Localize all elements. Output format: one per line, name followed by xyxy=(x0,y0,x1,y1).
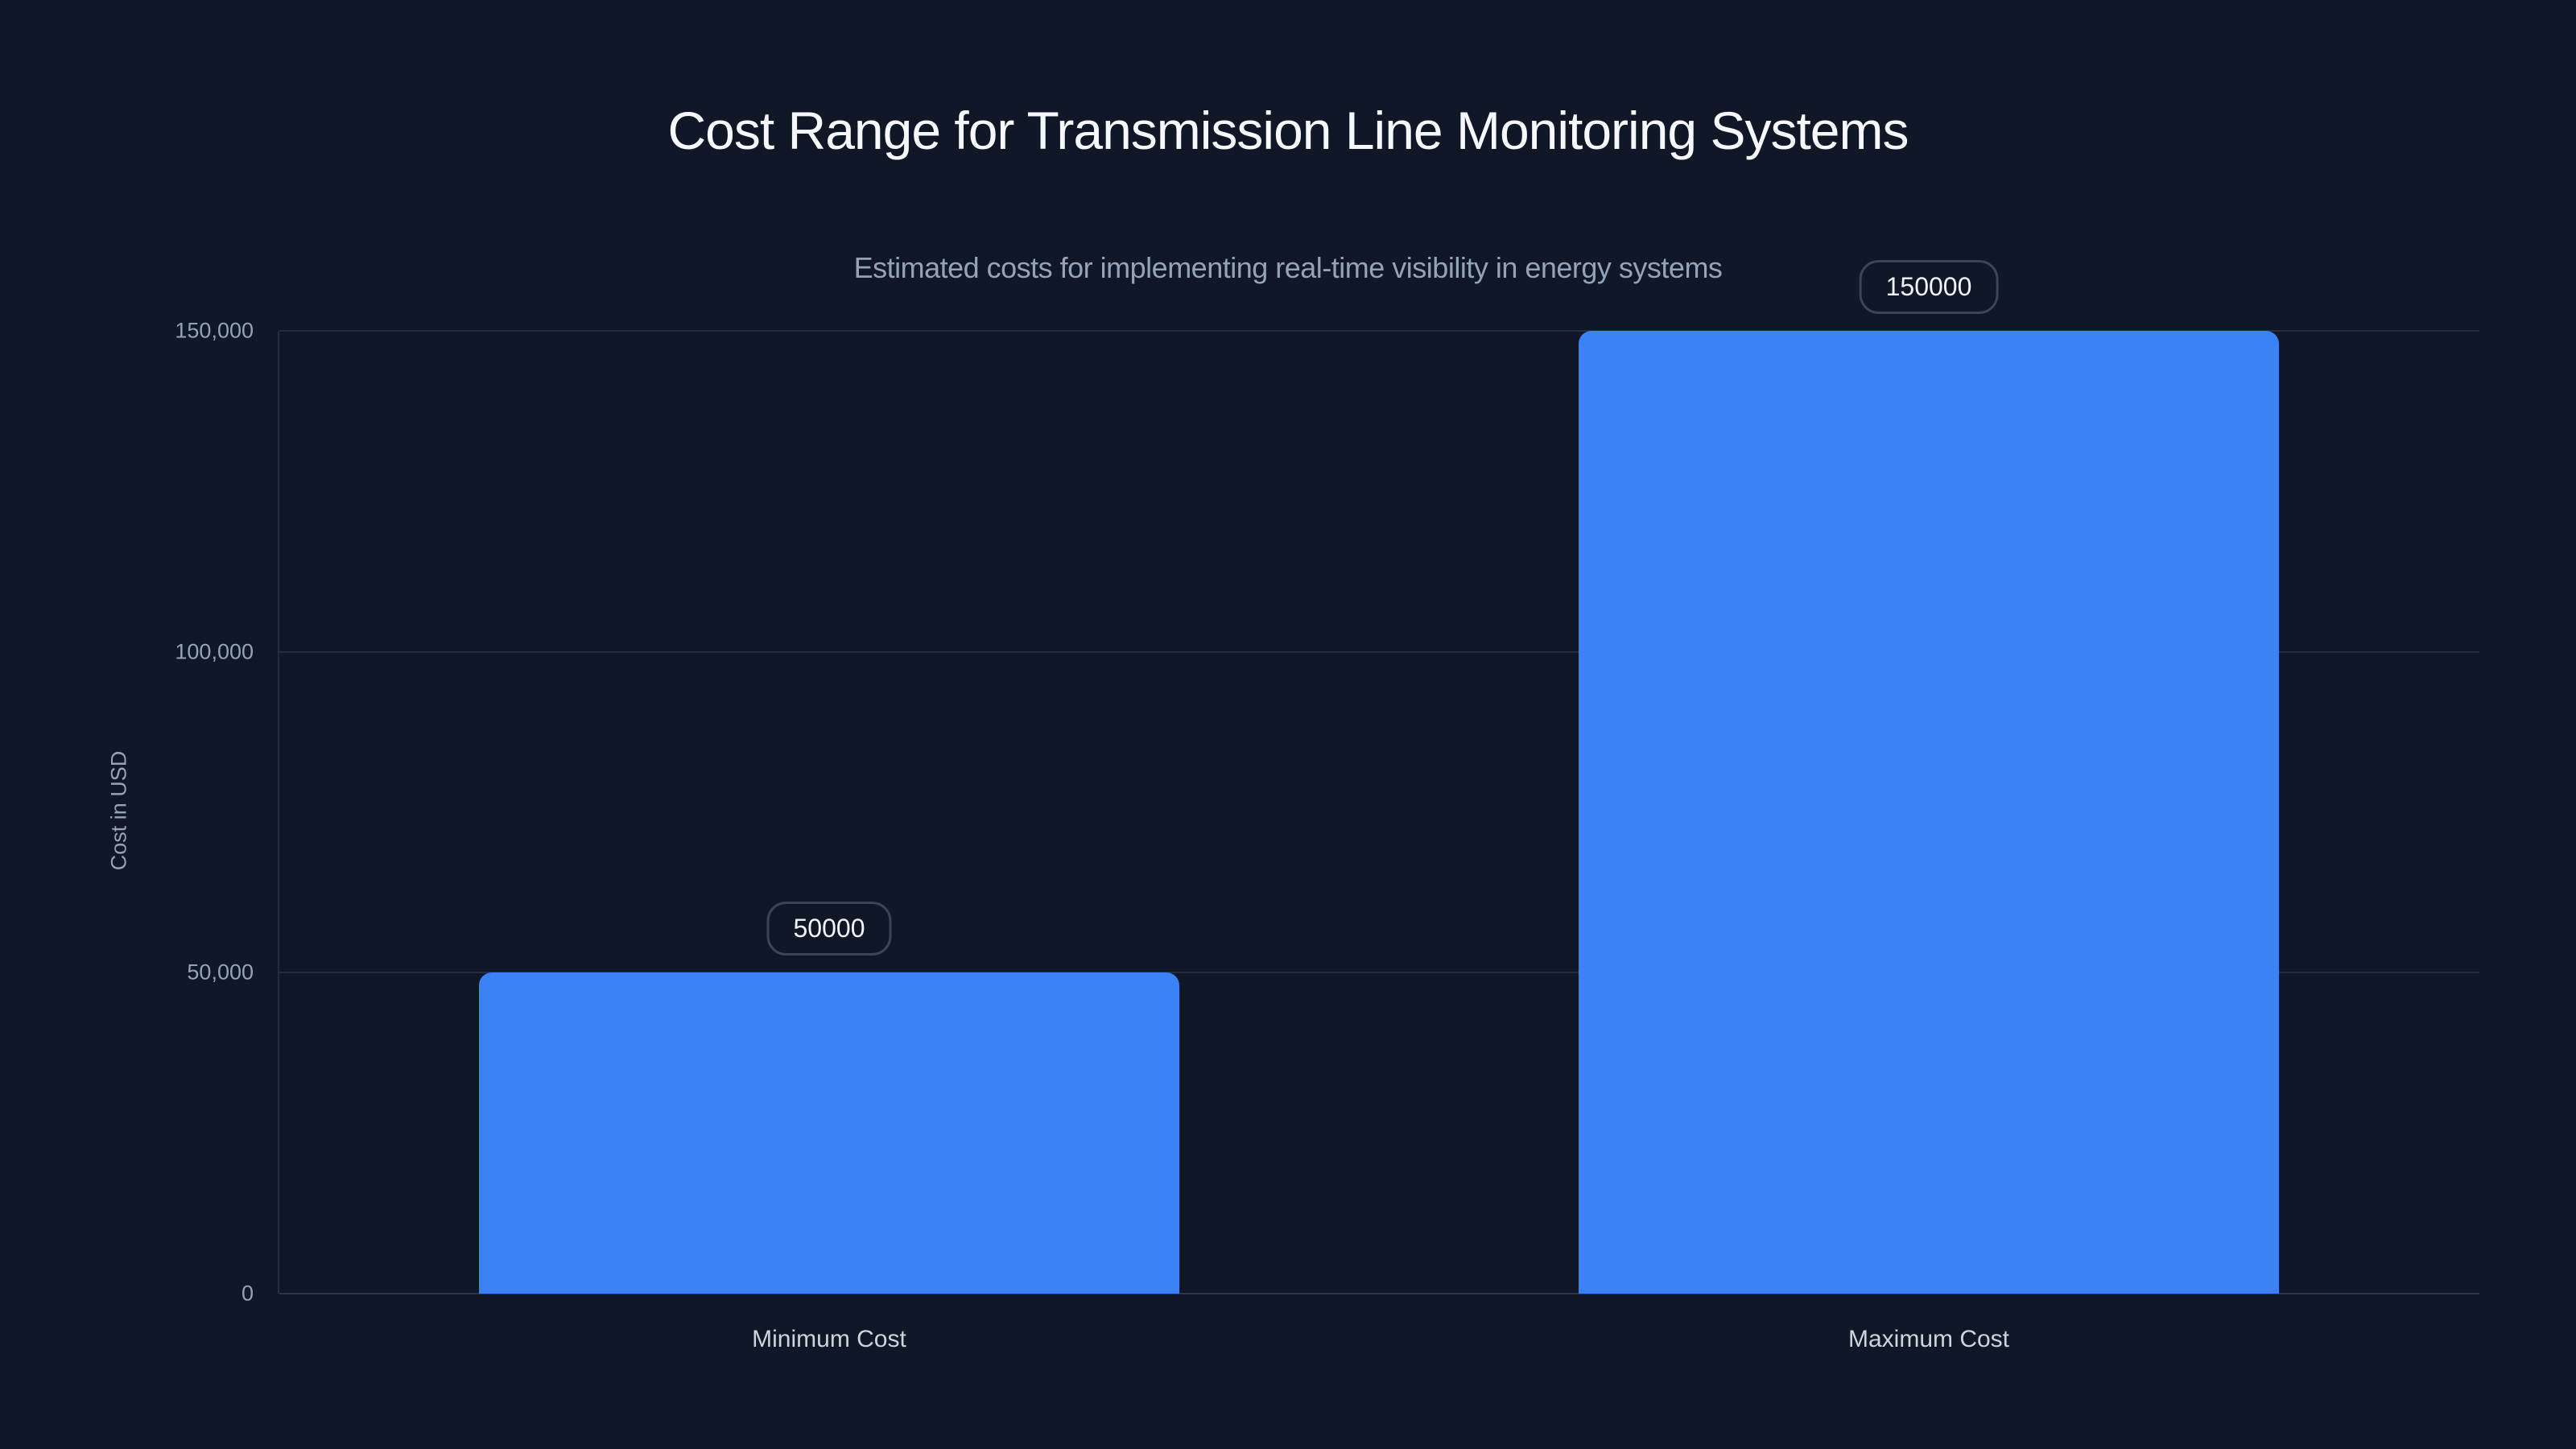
x-axis-label-maximum-cost: Maximum Cost xyxy=(1847,1326,2010,1352)
chart-subtitle: Estimated costs for implementing real-ti… xyxy=(853,251,1723,284)
chart-title: Cost Range for Transmission Line Monitor… xyxy=(667,101,1909,160)
x-axis-label-minimum-cost: Minimum Cost xyxy=(752,1326,906,1352)
y-tick-label: 50,000 xyxy=(187,960,254,985)
gridline xyxy=(279,650,2479,653)
value-badge-minimum-cost: 50000 xyxy=(766,902,892,956)
x-axis-line xyxy=(279,1293,2479,1294)
y-tick-label: 100,000 xyxy=(175,639,254,664)
value-badge-maximum-cost: 150000 xyxy=(1859,260,1999,314)
gridline xyxy=(279,330,2479,332)
plot-area: 50000 Minimum Cost 150000 Maximum Cost xyxy=(278,260,2479,1352)
bar-group-minimum-cost: 50000 Minimum Cost xyxy=(279,331,1379,1352)
bar-group-maximum-cost: 150000 Maximum Cost xyxy=(1379,260,2479,1352)
y-axis-line xyxy=(278,331,279,1294)
y-axis-tick-labels: 150,000 100,000 50,000 0 xyxy=(0,319,254,1306)
bar-maximum-cost[interactable] xyxy=(1579,331,2279,1294)
y-tick-label: 150,000 xyxy=(175,318,254,343)
bar-minimum-cost[interactable] xyxy=(479,972,1179,1294)
y-tick-label: 0 xyxy=(241,1281,254,1306)
gridline xyxy=(279,972,2479,974)
